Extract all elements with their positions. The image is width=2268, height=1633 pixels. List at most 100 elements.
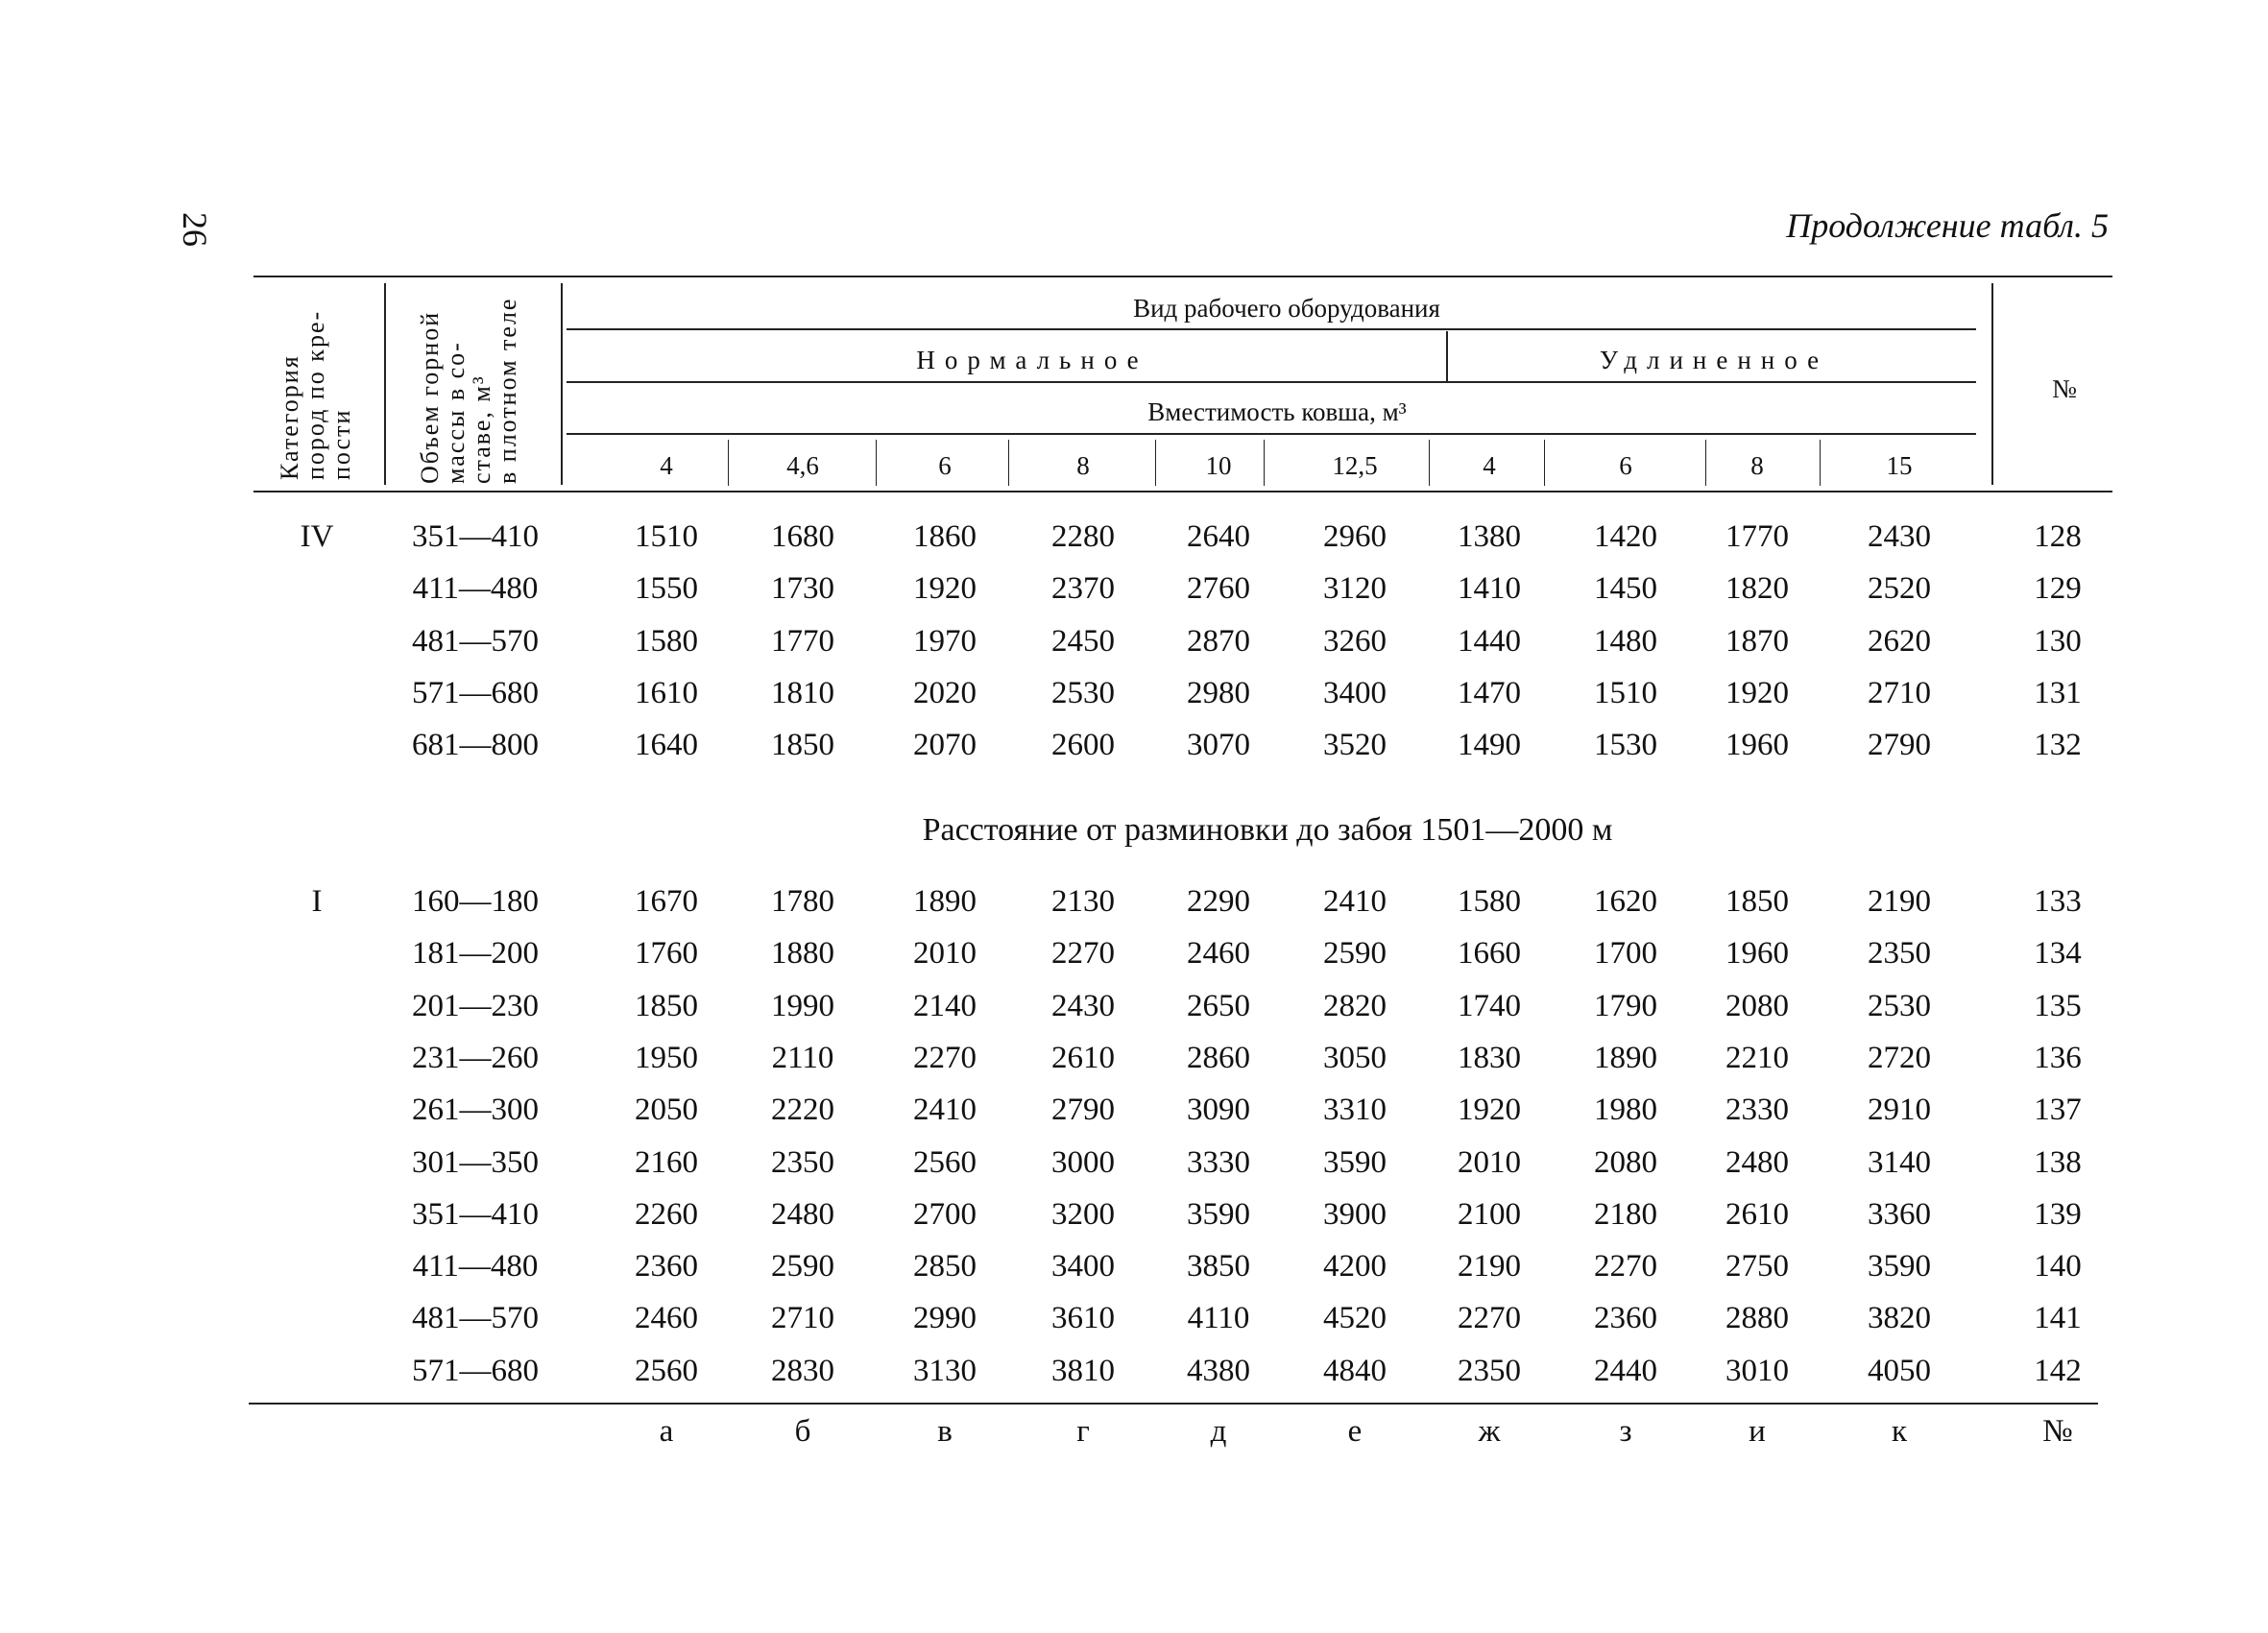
value-cell: 1920 bbox=[1458, 1093, 1521, 1128]
volume-range-cell: 481—570 bbox=[412, 1301, 539, 1336]
value-cell: 2330 bbox=[1725, 1093, 1789, 1128]
row-number-cell: 132 bbox=[2034, 728, 2082, 763]
value-cell: 1810 bbox=[771, 675, 834, 710]
value-cell: 3090 bbox=[1187, 1093, 1250, 1128]
value-cell: 2820 bbox=[1323, 988, 1387, 1023]
value-cell: 3590 bbox=[1868, 1249, 1931, 1285]
value-cell: 2710 bbox=[1868, 675, 1931, 710]
value-cell: 2260 bbox=[635, 1196, 698, 1232]
capacity-label: 6 bbox=[1619, 451, 1632, 480]
value-cell: 1410 bbox=[1458, 571, 1521, 607]
page-number: 26 bbox=[176, 212, 214, 247]
value-cell: 2190 bbox=[1458, 1249, 1521, 1285]
value-cell: 3900 bbox=[1323, 1196, 1387, 1232]
value-cell: 2870 bbox=[1187, 623, 1250, 659]
value-cell: 3610 bbox=[1051, 1301, 1115, 1336]
value-cell: 1670 bbox=[635, 884, 698, 919]
value-cell: 2070 bbox=[913, 728, 977, 763]
value-cell: 4380 bbox=[1187, 1353, 1250, 1388]
header-line: пости bbox=[327, 408, 355, 480]
row-number-cell: 130 bbox=[2034, 623, 2082, 659]
value-cell: 2130 bbox=[1051, 884, 1115, 919]
divider bbox=[1429, 440, 1430, 486]
value-cell: 2140 bbox=[913, 988, 977, 1023]
value-cell: 1790 bbox=[1594, 988, 1657, 1023]
value-cell: 2720 bbox=[1868, 1040, 1931, 1075]
capacity-label: 4 bbox=[1483, 451, 1496, 480]
section-title: Расстояние от разминовки до забоя 1501—2… bbox=[922, 812, 1613, 848]
value-cell: 3070 bbox=[1187, 728, 1250, 763]
volume-range-cell: 160—180 bbox=[412, 884, 539, 919]
value-cell: 3360 bbox=[1868, 1196, 1931, 1232]
volume-range-cell: 481—570 bbox=[412, 623, 539, 659]
value-cell: 2910 bbox=[1868, 1093, 1931, 1128]
value-cell: 3120 bbox=[1323, 571, 1387, 607]
column-letter: г bbox=[1076, 1414, 1090, 1449]
column-letter: а bbox=[659, 1414, 674, 1449]
value-cell: 2480 bbox=[1725, 1144, 1789, 1180]
rule bbox=[567, 381, 1976, 383]
capacity-label: 4 bbox=[660, 451, 673, 480]
column-letter: е bbox=[1347, 1414, 1363, 1449]
header-extended: Удлиненное bbox=[1599, 346, 1829, 374]
value-cell: 1850 bbox=[771, 728, 834, 763]
column-letter: ж bbox=[1478, 1414, 1501, 1449]
divider bbox=[1820, 440, 1821, 486]
row-number-cell: 142 bbox=[2034, 1353, 2082, 1388]
column-letter: № bbox=[2042, 1414, 2073, 1449]
value-cell: 1850 bbox=[635, 988, 698, 1023]
value-cell: 2350 bbox=[771, 1144, 834, 1180]
value-cell: 3400 bbox=[1051, 1249, 1115, 1285]
divider bbox=[1991, 283, 1993, 485]
value-cell: 3000 bbox=[1051, 1144, 1115, 1180]
value-cell: 2360 bbox=[635, 1249, 698, 1285]
value-cell: 1950 bbox=[635, 1040, 698, 1075]
volume-range-cell: 181—200 bbox=[412, 936, 539, 972]
value-cell: 3520 bbox=[1323, 728, 1387, 763]
value-cell: 2010 bbox=[1458, 1144, 1521, 1180]
volume-range-cell: 231—260 bbox=[412, 1040, 539, 1075]
value-cell: 2600 bbox=[1051, 728, 1115, 763]
column-letter: д bbox=[1210, 1414, 1227, 1449]
value-cell: 2010 bbox=[913, 936, 977, 972]
value-cell: 2080 bbox=[1594, 1144, 1657, 1180]
value-cell: 1770 bbox=[771, 623, 834, 659]
value-cell: 2080 bbox=[1725, 988, 1789, 1023]
volume-range-cell: 681—800 bbox=[412, 728, 539, 763]
value-cell: 1420 bbox=[1594, 519, 1657, 554]
rule bbox=[567, 328, 1976, 330]
value-cell: 2410 bbox=[913, 1093, 977, 1128]
value-cell: 2270 bbox=[1458, 1301, 1521, 1336]
value-cell: 2830 bbox=[771, 1353, 834, 1388]
value-cell: 3400 bbox=[1323, 675, 1387, 710]
value-cell: 1860 bbox=[913, 519, 977, 554]
table-title: Продолжение табл. 5 bbox=[1786, 206, 2109, 245]
value-cell: 1450 bbox=[1594, 571, 1657, 607]
header-equipment-type: Вид рабочего оборудования bbox=[1133, 294, 1440, 323]
value-cell: 1740 bbox=[1458, 988, 1521, 1023]
value-cell: 2110 bbox=[771, 1040, 834, 1075]
value-cell: 2280 bbox=[1051, 519, 1115, 554]
divider bbox=[728, 440, 729, 486]
value-cell: 2220 bbox=[771, 1093, 834, 1128]
value-cell: 2210 bbox=[1725, 1040, 1789, 1075]
value-cell: 1890 bbox=[1594, 1040, 1657, 1075]
value-cell: 1440 bbox=[1458, 623, 1521, 659]
row-number-cell: 140 bbox=[2034, 1249, 2082, 1285]
value-cell: 1700 bbox=[1594, 936, 1657, 972]
value-cell: 1550 bbox=[635, 571, 698, 607]
divider bbox=[1705, 440, 1706, 486]
value-cell: 2590 bbox=[771, 1249, 834, 1285]
value-cell: 2480 bbox=[771, 1196, 834, 1232]
column-letter: к bbox=[1891, 1414, 1908, 1449]
value-cell: 2750 bbox=[1725, 1249, 1789, 1285]
column-letter: и bbox=[1749, 1414, 1766, 1449]
divider bbox=[1446, 331, 1448, 381]
rule bbox=[567, 433, 1976, 435]
value-cell: 2960 bbox=[1323, 519, 1387, 554]
value-cell: 2980 bbox=[1187, 675, 1250, 710]
value-cell: 2850 bbox=[913, 1249, 977, 1285]
value-cell: 2560 bbox=[635, 1353, 698, 1388]
value-cell: 1610 bbox=[635, 675, 698, 710]
value-cell: 1960 bbox=[1725, 728, 1789, 763]
